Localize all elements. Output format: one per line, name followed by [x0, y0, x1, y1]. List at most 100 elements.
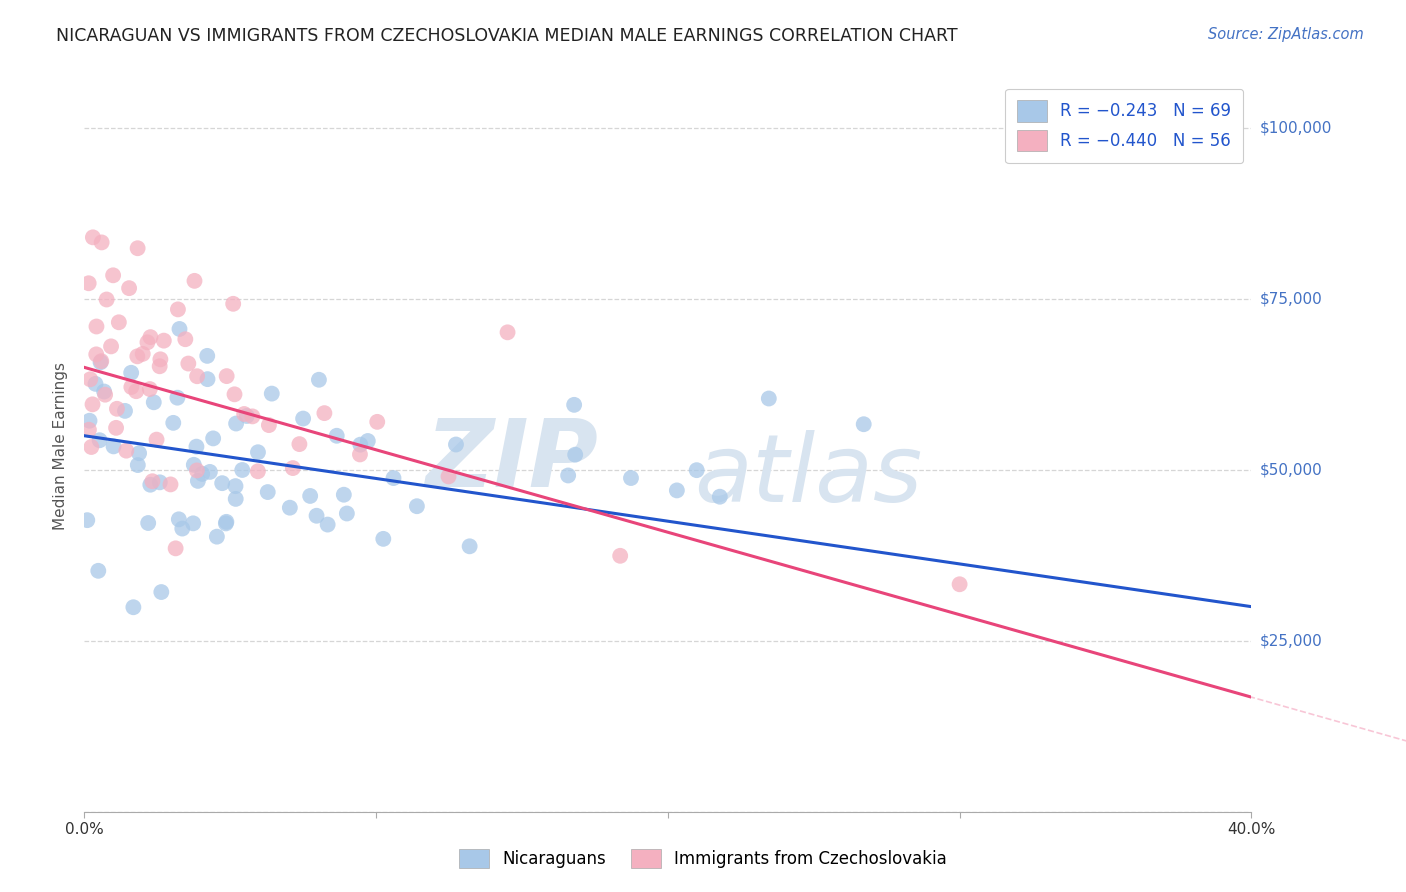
Point: [562, 398, 585, 412]
Point: [308, 373, 330, 387]
Point: [256, 485, 278, 500]
Point: [100, 339, 122, 353]
Point: [174, 332, 197, 346]
Point: [278, 500, 301, 515]
Point: [145, 433, 167, 447]
Point: [115, 443, 138, 458]
Point: [197, 372, 219, 386]
Point: [382, 471, 405, 485]
Y-axis label: Median Male Earnings: Median Male Earnings: [53, 362, 69, 530]
Point: [86, 319, 108, 334]
Point: [186, 463, 208, 477]
Point: [557, 468, 579, 483]
Point: [564, 448, 586, 462]
Point: [89, 434, 111, 448]
Point: [153, 334, 176, 348]
Point: [167, 512, 190, 526]
Point: [187, 474, 209, 488]
Point: [316, 517, 339, 532]
Point: [205, 530, 228, 544]
Point: [406, 499, 429, 513]
Point: [225, 417, 247, 431]
Point: [149, 475, 172, 490]
Point: [94, 387, 117, 401]
Point: [79, 372, 101, 386]
Point: [349, 437, 371, 451]
Point: [149, 352, 172, 367]
Point: [122, 600, 145, 615]
Point: [77, 277, 100, 291]
Point: [949, 577, 972, 591]
Point: [169, 322, 191, 336]
Point: [93, 384, 115, 399]
Point: [292, 411, 315, 425]
Point: [127, 241, 149, 255]
Point: [82, 397, 104, 411]
Text: $25,000: $25,000: [1260, 633, 1323, 648]
Point: [82, 230, 104, 244]
Point: [202, 431, 225, 445]
Point: [496, 326, 519, 340]
Point: [246, 445, 269, 459]
Text: NICARAGUAN VS IMMIGRANTS FROM CZECHOSLOVAKIA MEDIAN MALE EARNINGS CORRELATION CH: NICARAGUAN VS IMMIGRANTS FROM CZECHOSLOV…: [56, 27, 957, 45]
Point: [609, 549, 631, 563]
Point: [84, 376, 107, 391]
Point: [852, 417, 875, 432]
Point: [305, 508, 328, 523]
Point: [257, 418, 280, 433]
Point: [105, 421, 128, 435]
Point: [233, 407, 256, 421]
Point: [105, 401, 128, 416]
Point: [87, 564, 110, 578]
Point: [90, 355, 112, 369]
Point: [235, 409, 257, 423]
Point: [177, 357, 200, 371]
Point: [242, 409, 264, 424]
Point: [125, 384, 148, 399]
Point: [758, 392, 780, 406]
Point: [181, 516, 204, 531]
Point: [191, 467, 214, 481]
Point: [136, 335, 159, 350]
Point: [120, 366, 142, 380]
Point: [96, 293, 118, 307]
Point: [103, 439, 125, 453]
Point: [231, 463, 253, 477]
Point: [333, 488, 356, 502]
Text: atlas: atlas: [693, 430, 922, 521]
Point: [349, 447, 371, 461]
Point: [162, 416, 184, 430]
Point: [215, 369, 238, 384]
Point: [108, 315, 131, 329]
Point: [211, 476, 233, 491]
Point: [77, 423, 100, 437]
Point: [132, 347, 155, 361]
Point: [172, 522, 194, 536]
Point: [186, 440, 208, 454]
Point: [90, 354, 112, 368]
Point: [84, 347, 107, 361]
Point: [458, 539, 481, 553]
Point: [444, 437, 467, 451]
Text: ZIP: ZIP: [425, 415, 598, 507]
Point: [620, 471, 643, 485]
Point: [357, 434, 380, 448]
Point: [186, 369, 208, 384]
Point: [665, 483, 688, 498]
Point: [141, 474, 163, 488]
Point: [90, 235, 112, 250]
Point: [80, 440, 103, 454]
Point: [336, 507, 359, 521]
Point: [246, 464, 269, 478]
Point: [299, 489, 322, 503]
Text: $50,000: $50,000: [1260, 462, 1323, 477]
Point: [281, 461, 304, 475]
Point: [142, 395, 165, 409]
Point: [215, 516, 238, 531]
Point: [437, 469, 460, 483]
Point: [198, 465, 221, 479]
Point: [127, 458, 149, 472]
Point: [167, 302, 190, 317]
Point: [118, 281, 141, 295]
Point: [709, 490, 731, 504]
